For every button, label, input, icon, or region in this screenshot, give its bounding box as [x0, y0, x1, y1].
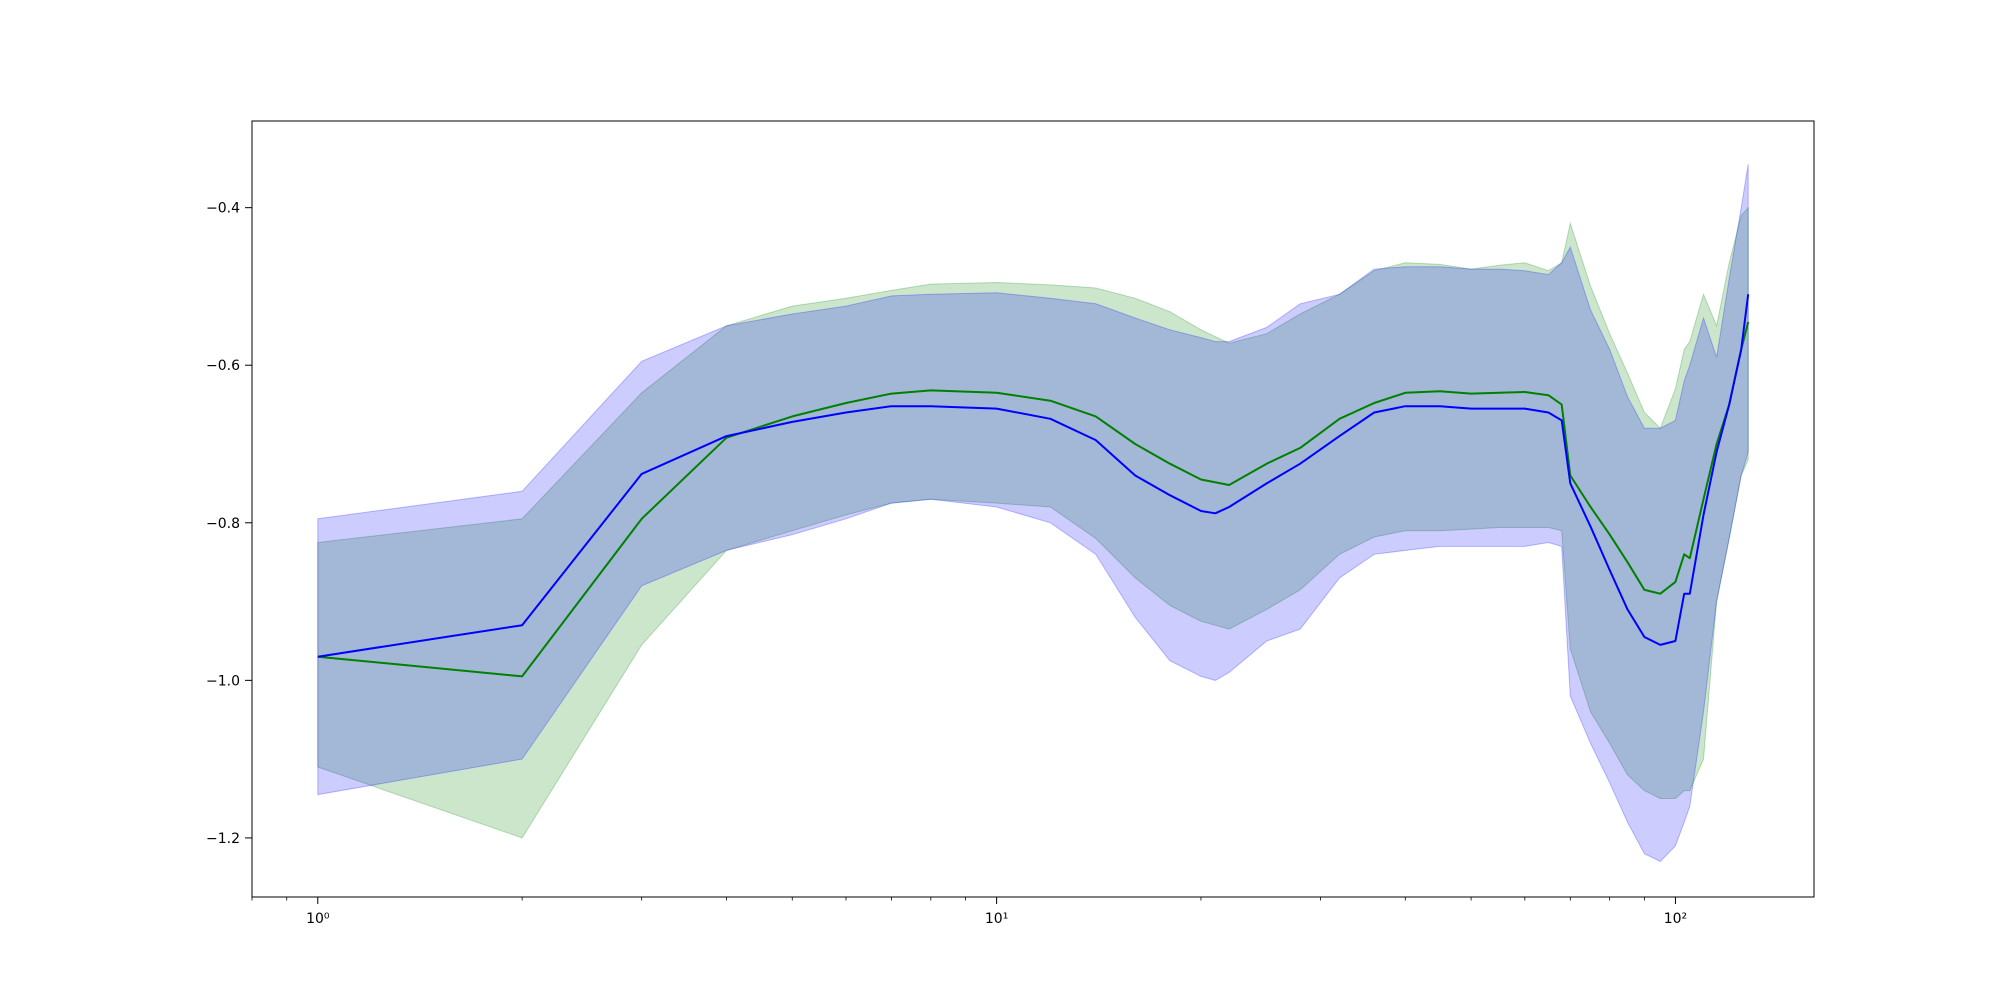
y-tick-label: −0.4	[206, 201, 240, 217]
series-0-band	[317, 206, 1749, 839]
x-axis: 10⁰ 10¹ 10²	[251, 897, 1687, 927]
x-tick-label: 10²	[1664, 911, 1687, 927]
y-tick-label: −1.0	[206, 673, 240, 689]
series-0-line	[317, 321, 1750, 678]
plot-area-frame	[251, 120, 1815, 898]
series-1-band	[317, 164, 1749, 863]
x-tick-label: 10⁰	[306, 911, 330, 927]
series-lines	[317, 294, 1750, 678]
confidence-bands	[317, 164, 1749, 863]
series-1-line	[317, 294, 1750, 658]
y-axis: −0.4 −0.6 −0.8 −1.0 −1.2	[206, 201, 252, 847]
x-tick-label: 10¹	[985, 911, 1008, 927]
y-tick-label: −0.8	[206, 516, 240, 532]
y-tick-label: −0.6	[206, 358, 240, 374]
y-tick-label: −1.2	[206, 831, 240, 847]
